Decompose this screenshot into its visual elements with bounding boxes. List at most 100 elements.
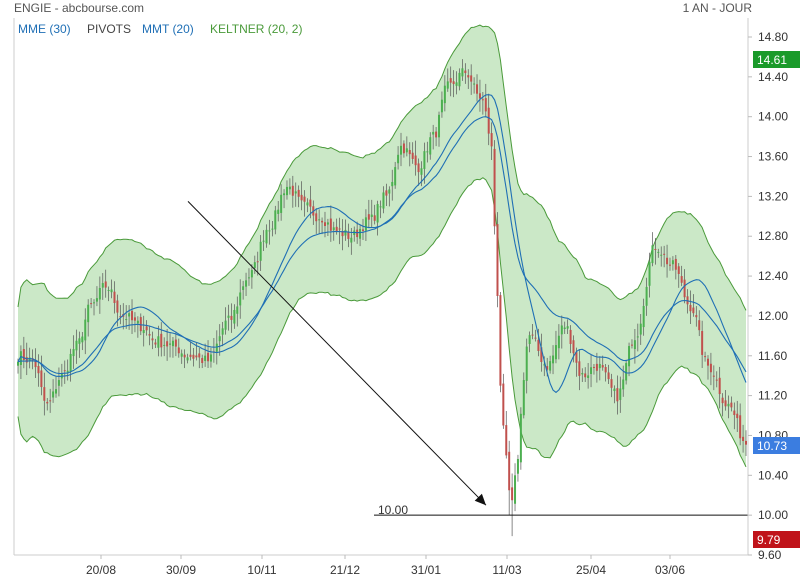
candle	[49, 388, 52, 413]
candle-body	[87, 304, 90, 323]
candle	[283, 189, 286, 209]
candle-body	[224, 320, 227, 330]
candle	[429, 132, 432, 160]
candle-body	[250, 270, 253, 278]
candle-body	[493, 148, 496, 227]
candle-body	[639, 323, 642, 335]
candle	[604, 364, 607, 382]
candle-body	[180, 353, 183, 357]
candle	[288, 178, 291, 195]
candle-body	[464, 70, 467, 74]
period-selector[interactable]: 1 AN - JOUR	[683, 1, 753, 15]
candle	[119, 304, 122, 325]
candle	[554, 330, 557, 364]
candle	[490, 122, 493, 161]
candle-body	[505, 425, 508, 456]
candle	[540, 333, 543, 372]
candle	[742, 424, 745, 453]
candle	[590, 354, 593, 388]
candle	[388, 186, 391, 207]
candle	[57, 367, 60, 397]
candle	[160, 322, 163, 357]
candle-body	[288, 186, 291, 190]
candle-body	[484, 98, 487, 112]
candle-body	[207, 352, 210, 362]
candle-body	[511, 487, 514, 501]
candle-body	[508, 451, 511, 491]
candle	[142, 315, 145, 347]
candle	[46, 397, 49, 411]
candle-body	[628, 346, 631, 367]
candle-body	[356, 229, 359, 238]
candle-body	[40, 370, 43, 388]
candle-body	[455, 82, 458, 86]
candle-body	[268, 230, 271, 232]
candle-body	[552, 355, 555, 364]
candle-body	[341, 231, 344, 237]
candle	[321, 217, 324, 235]
candle-body	[578, 361, 581, 376]
candle-body	[125, 319, 128, 321]
candle-body	[128, 313, 131, 317]
candle	[131, 299, 134, 335]
candle-body	[642, 305, 645, 328]
candle	[481, 92, 484, 115]
candle-body	[230, 315, 233, 320]
candle-body	[689, 304, 692, 312]
candle-body	[522, 380, 525, 416]
legend-mmt[interactable]: MMT (20)	[142, 22, 194, 36]
candle	[177, 338, 180, 358]
candle-body	[78, 338, 81, 344]
candle	[224, 307, 227, 335]
candle-body	[37, 366, 40, 374]
candle-body	[452, 81, 455, 85]
candle-body	[274, 210, 277, 230]
candle	[718, 366, 721, 409]
candle-body	[46, 401, 49, 404]
candle	[648, 252, 651, 298]
trend-arrow-head	[474, 493, 486, 506]
x-tick-label: 03/06	[655, 563, 685, 577]
candle	[531, 324, 534, 340]
candle-body	[300, 194, 303, 201]
candle-body	[534, 337, 537, 339]
legend-mme[interactable]: MME (30)	[18, 22, 71, 36]
candle-body	[25, 357, 28, 363]
candle	[443, 75, 446, 112]
y-tick-label: 10.00	[758, 508, 788, 522]
candle	[417, 158, 420, 186]
candle	[110, 279, 113, 299]
candle-body	[297, 189, 300, 197]
candle	[712, 365, 715, 391]
candle	[572, 335, 575, 363]
candle	[154, 338, 157, 349]
candle	[405, 136, 408, 157]
candle	[256, 251, 259, 276]
candle-body	[93, 302, 96, 304]
candle-body	[487, 107, 490, 134]
candle-body	[727, 403, 730, 407]
candle-body	[221, 328, 224, 335]
candle-body	[148, 334, 151, 336]
candle-body	[303, 196, 306, 202]
candle-body	[209, 354, 212, 362]
candle	[715, 371, 718, 388]
candle	[625, 359, 628, 385]
candle-body	[90, 303, 93, 305]
candle-body	[262, 240, 265, 242]
legend-pivots[interactable]: PIVOTS	[87, 22, 131, 36]
candle-body	[499, 295, 502, 386]
legend-keltner[interactable]: KELTNER (20, 2)	[210, 22, 302, 36]
candle	[101, 273, 104, 300]
candle-body	[408, 150, 411, 155]
candle-body	[283, 193, 286, 196]
candle	[277, 201, 280, 222]
candle	[280, 184, 283, 221]
candle	[452, 70, 455, 98]
candle	[592, 363, 595, 375]
candle	[163, 337, 166, 357]
candle	[671, 256, 674, 271]
candle	[423, 142, 426, 184]
y-tick-label: 12.00	[758, 309, 788, 323]
candle-body	[186, 357, 189, 361]
